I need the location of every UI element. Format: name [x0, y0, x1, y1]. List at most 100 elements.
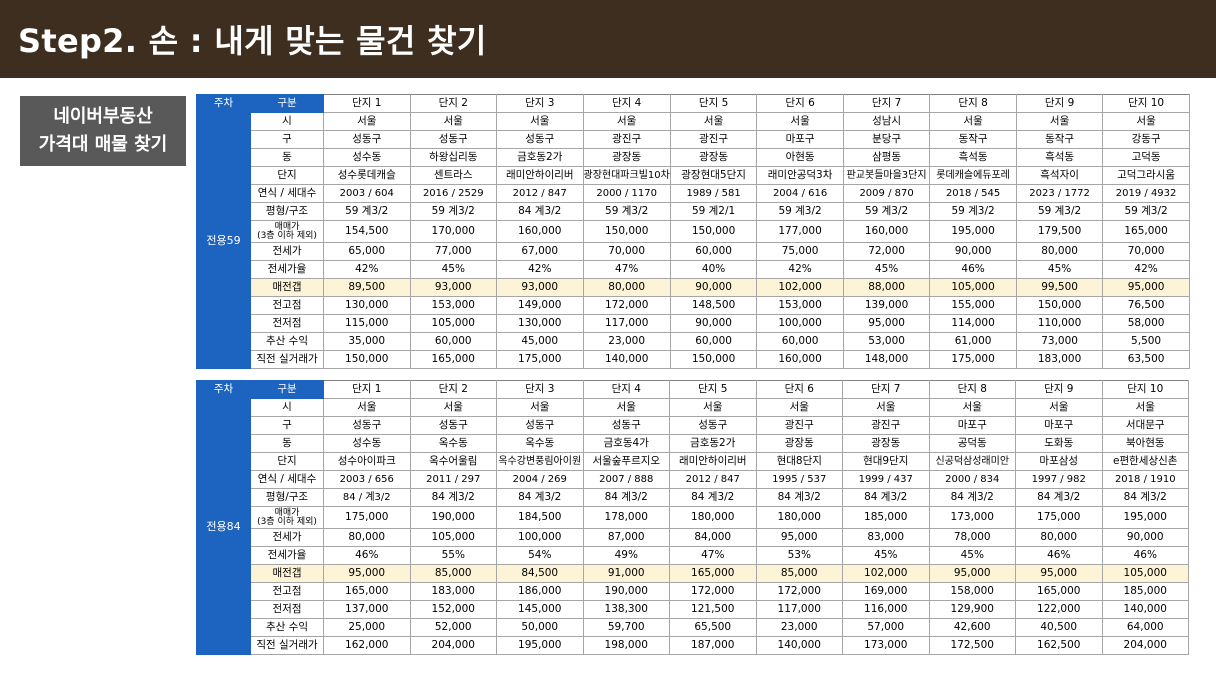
table-cell: 2009 / 870: [842, 184, 931, 203]
table-cell: 117,000: [755, 600, 843, 619]
table-row: 전저점 115,000 105,000 130,000 117,000 90,000 100…: [197, 314, 1190, 333]
header-category: 구분: [250, 380, 324, 399]
header-priority: 주차: [196, 380, 251, 399]
header-complex: 단지 5: [669, 94, 758, 113]
table-cell: 옥수강변풍림아이원: [496, 452, 584, 471]
table-cell: 115,000: [323, 314, 411, 333]
table-cell: 179,500: [1015, 220, 1104, 243]
table-cell: 성수아이파크: [323, 452, 411, 471]
table-cell: 105,000: [409, 314, 497, 333]
table-cell: 래미안공덕3차: [756, 166, 844, 185]
table-cell: 하왕십리동: [409, 148, 497, 167]
table-cell: 105,000: [409, 528, 497, 547]
table-cell: 서울: [409, 112, 497, 131]
header-complex: 단지 2: [409, 94, 497, 113]
table-cell: 35,000: [323, 332, 411, 351]
table-cell: 95,000: [323, 564, 411, 583]
table-84: 주차 구분 단지 1 단지 2 단지 3 단지 4 단지 5 단지 6 단지 7 단지 8 단지 9…: [196, 380, 1189, 655]
table-cell: 서대문구: [1101, 416, 1189, 435]
table-cell: 서울: [929, 112, 1017, 131]
row-label: 전고점: [250, 296, 324, 315]
table-cell: 116,000: [842, 600, 930, 619]
table-cell: 23,000: [582, 332, 671, 351]
table-row: 구 성동구 성동구 성동구 광진구 광진구 마포구 분당구 동작구 동작구 강동구: [197, 130, 1190, 149]
table-cell: 흑석동: [1015, 148, 1104, 167]
table-cell: 78,000: [928, 528, 1016, 547]
table-cell: 140,000: [1101, 600, 1189, 619]
table-cell: 85,000: [409, 564, 497, 583]
table-cell: 60,000: [669, 242, 758, 261]
table-cell: 성수롯데캐슬: [323, 166, 411, 185]
table-cell: 102,000: [842, 564, 930, 583]
table-cell: 93,000: [496, 278, 584, 297]
table-cell: 성동구: [496, 130, 584, 149]
table-cell: 149,000: [496, 296, 584, 315]
table-cell: 172,000: [669, 582, 757, 601]
table-cell: 59 계3/2: [1102, 202, 1190, 221]
table-cell: 2004 / 269: [496, 470, 584, 489]
table-cell: 75,000: [756, 242, 844, 261]
section-label: 전용59: [196, 112, 251, 369]
table-cell: 129,900: [928, 600, 1016, 619]
header-complex: 단지 3: [496, 380, 584, 399]
row-label: 전세가율: [250, 546, 324, 565]
table-cell: 59,700: [582, 618, 670, 637]
table-cell: 서울: [1101, 398, 1189, 417]
table-cell: 5,500: [1102, 332, 1190, 351]
table-cell: 122,000: [1015, 600, 1103, 619]
table-cell: 북아현동: [1101, 434, 1189, 453]
table-cell: 170,000: [409, 220, 497, 243]
table-cell: 옥수동: [496, 434, 584, 453]
table-cell: 59 계3/2: [842, 202, 931, 221]
header-complex: 단지 6: [756, 94, 844, 113]
table-cell: 95,000: [755, 528, 843, 547]
table-cell: 2023 / 1772: [1015, 184, 1104, 203]
table-cell: 흑석동: [929, 148, 1017, 167]
table-cell: 광장동: [669, 148, 758, 167]
table-cell: 금호동2가: [669, 434, 757, 453]
table-cell: 판교봇들마을3단지: [842, 166, 931, 185]
table-cell: 90,000: [669, 314, 758, 333]
table-row: 전고점 130,000 153,000 149,000 172,000 148,500 15…: [197, 296, 1190, 315]
table-cell: 76,500: [1102, 296, 1190, 315]
row-label: 매매가 (3층 이하 제외): [250, 220, 324, 243]
table-row: 추산 수익 35,000 60,000 45,000 23,000 60,000 60,00…: [197, 332, 1190, 351]
table-cell: 155,000: [929, 296, 1017, 315]
table-cell: 동작구: [929, 130, 1017, 149]
table-cell: 130,000: [496, 314, 584, 333]
table-cell: 2012 / 847: [496, 184, 584, 203]
table-cell: 래미안하이리버: [496, 166, 584, 185]
table-cell: 2003 / 656: [323, 470, 411, 489]
table-row: 연식 / 세대수 2003 / 656 2011 / 297 2004 / 269 20…: [197, 470, 1189, 489]
table-cell: 204,000: [409, 636, 497, 655]
table-cell: 광진구: [755, 416, 843, 435]
table-cell: 서울: [928, 398, 1016, 417]
table-cell: 센트라스: [409, 166, 497, 185]
table-cell: 59 계3/2: [409, 202, 497, 221]
table-cell: 175,000: [929, 350, 1017, 369]
table-row: 평형/구조 59 계3/2 59 계3/2 84 계3/2 59 계3/2 59 계2/1…: [197, 202, 1190, 221]
table-cell: 84 계3/2: [669, 488, 757, 507]
table-cell: 158,000: [928, 582, 1016, 601]
table-cell: 65,000: [323, 242, 411, 261]
header-complex: 단지 5: [669, 380, 757, 399]
table-cell: 45%: [409, 260, 497, 279]
table-cell: 172,500: [928, 636, 1016, 655]
table-cell: 2011 / 297: [409, 470, 497, 489]
table-cell: 95,000: [928, 564, 1016, 583]
table-cell: 마포구: [928, 416, 1016, 435]
table-cell: 신공덕삼성래미안: [928, 452, 1016, 471]
row-label: 전저점: [250, 314, 324, 333]
table-cell: 2016 / 2529: [409, 184, 497, 203]
table-cell: 84 계3/2: [842, 488, 930, 507]
row-label: 매전갭: [250, 278, 324, 297]
table-cell: 84,000: [669, 528, 757, 547]
table-cell: 85,000: [755, 564, 843, 583]
table-cell: 90,000: [929, 242, 1017, 261]
table-cell: 광장동: [842, 434, 930, 453]
table-cell: 서울: [756, 112, 844, 131]
table-cell: 173,000: [842, 636, 930, 655]
table-cell: 성동구: [496, 416, 584, 435]
table-cell: 84 계3/2: [496, 488, 584, 507]
table-cell: 95,000: [1015, 564, 1103, 583]
